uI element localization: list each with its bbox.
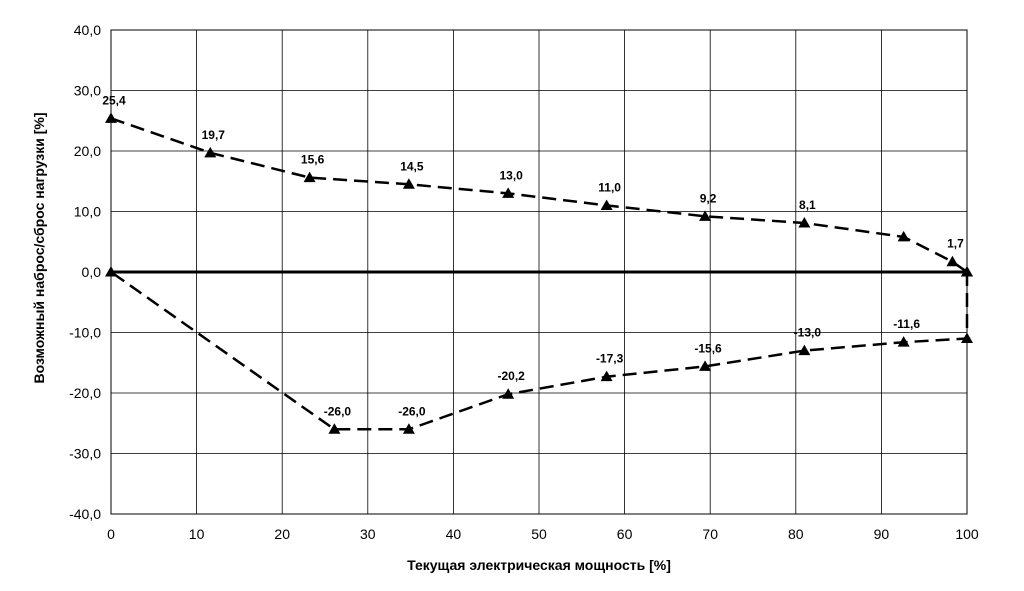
x-tick-label: 60 (617, 526, 633, 542)
data-point-marker (600, 199, 613, 210)
data-point-marker (600, 370, 613, 382)
x-tick-label: 100 (955, 526, 979, 542)
x-tick-label: 80 (788, 526, 804, 542)
data-point-marker (402, 178, 415, 189)
data-label: 8,1 (799, 198, 816, 212)
data-point-marker (897, 336, 910, 347)
y-tick-label: 30,0 (74, 83, 101, 99)
data-point-marker (303, 171, 316, 183)
data-label: -17,3 (596, 352, 624, 366)
y-tick-label: 0,0 (82, 264, 102, 280)
x-tick-label: 20 (274, 526, 290, 542)
data-label: 14,5 (400, 159, 424, 173)
data-point-marker (502, 187, 515, 198)
y-tick-label: -40,0 (69, 506, 101, 522)
data-point-marker (502, 388, 515, 399)
data-label: 13,0 (500, 168, 524, 182)
y-axis-title: Возможный наброс/сброс нагрузки [%] (31, 112, 47, 383)
x-tick-label: 50 (531, 526, 547, 542)
data-label: 25,4 (102, 93, 126, 107)
data-point-marker (798, 344, 811, 356)
data-label: -20,2 (498, 369, 526, 383)
data-point-marker (105, 266, 117, 277)
data-label: -13,0 (794, 326, 822, 340)
data-labels: 25,4 19,7 15,6 14,5 13,0 11,0 9,2 8,1 1,7 -11,6 -1… (102, 93, 964, 418)
data-label: 11,0 (598, 180, 621, 194)
data-point-marker (699, 360, 712, 371)
data-point-marker (961, 266, 973, 277)
grid (110, 29, 968, 515)
data-label: 1,7 (947, 237, 964, 251)
data-label: 9,2 (700, 191, 717, 205)
y-tick-label: -10,0 (69, 325, 101, 341)
x-tick-label: 70 (702, 526, 718, 542)
data-point-marker (961, 332, 973, 344)
series (105, 112, 973, 434)
data-label: 19,7 (202, 128, 226, 142)
data-label: -26,0 (324, 404, 352, 418)
data-point-marker (699, 210, 712, 221)
data-point-marker (798, 216, 811, 228)
data-point-marker (402, 423, 415, 434)
tick-labels: 0 10 20 30 40 50 60 70 80 90 100 40,0 30,0 20,0 10,0 0,… (69, 22, 979, 542)
x-tick-label: 30 (360, 526, 376, 542)
data-point-marker (946, 255, 959, 267)
data-label: -11,6 (893, 317, 920, 331)
x-tick-label: 40 (446, 526, 462, 542)
data-point-marker (204, 146, 217, 158)
x-axis-title: Текущая электрическая мощность [%] (407, 557, 671, 573)
y-tick-label: -20,0 (69, 385, 101, 401)
y-tick-label: 20,0 (74, 143, 101, 159)
y-tick-label: 40,0 (74, 22, 101, 38)
series-line (110, 270, 969, 431)
x-tick-label: 10 (189, 526, 205, 542)
y-tick-label: 10,0 (74, 204, 101, 220)
y-tick-label: -30,0 (69, 446, 101, 462)
data-label: -15,6 (694, 341, 722, 355)
data-point-marker (105, 112, 117, 123)
data-label: 15,6 (301, 153, 325, 167)
data-point-marker (897, 230, 910, 242)
data-label: -26,0 (398, 404, 426, 418)
x-tick-label: 0 (107, 526, 115, 542)
data-point-marker (328, 423, 341, 434)
x-tick-label: 90 (874, 526, 890, 542)
